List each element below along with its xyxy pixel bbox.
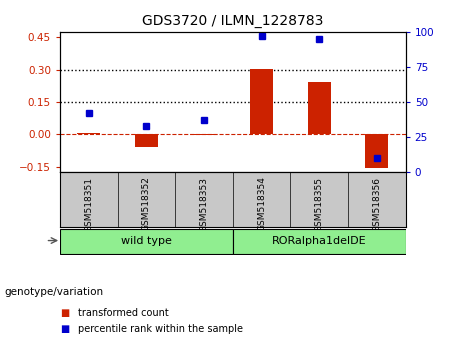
Text: RORalpha1delDE: RORalpha1delDE [272,235,366,246]
Bar [233,229,406,253]
Text: GSM518356: GSM518356 [372,177,381,232]
Text: transformed count: transformed count [78,308,169,318]
Text: ■: ■ [60,324,69,334]
Text: GSM518353: GSM518353 [200,177,208,232]
Text: percentile rank within the sample: percentile rank within the sample [78,324,243,334]
Bar [193,135,216,136]
Bar [60,229,233,253]
Text: GSM518352: GSM518352 [142,177,151,232]
Text: GSM518354: GSM518354 [257,177,266,232]
Bar [77,133,100,135]
Bar [365,135,388,168]
Text: genotype/variation: genotype/variation [5,287,104,297]
Text: wild type: wild type [121,235,172,246]
Bar [135,135,158,147]
Bar [308,81,331,135]
Text: GSM518351: GSM518351 [84,177,93,232]
Title: GDS3720 / ILMN_1228783: GDS3720 / ILMN_1228783 [142,14,324,28]
Text: GSM518355: GSM518355 [315,177,324,232]
Bar [250,69,273,135]
Text: ■: ■ [60,308,69,318]
